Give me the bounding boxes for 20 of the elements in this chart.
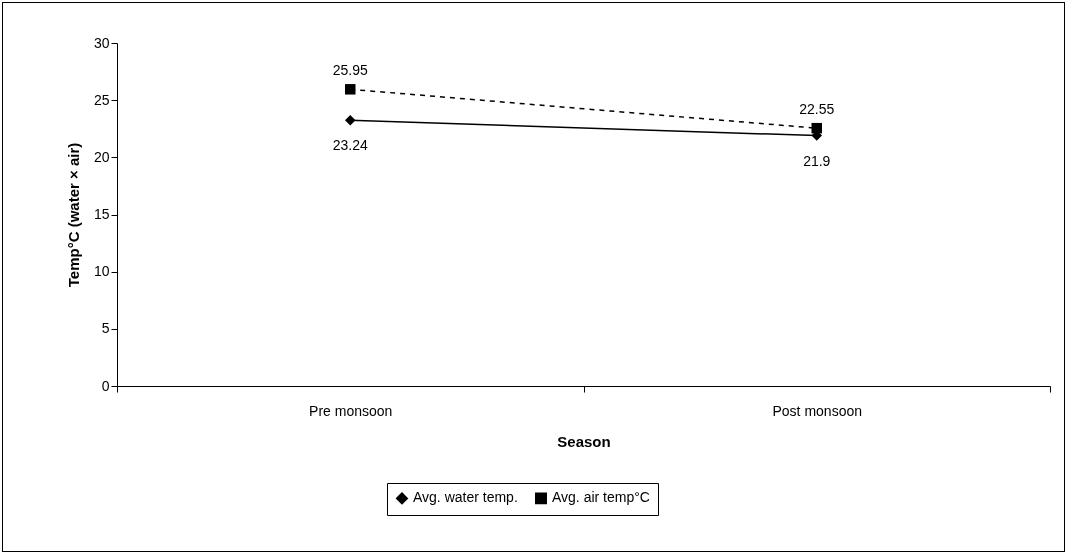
legend-label: Avg. water temp. bbox=[413, 489, 518, 506]
y-tick-label: 20 bbox=[93, 148, 110, 165]
point bbox=[345, 84, 356, 95]
y-tick-label: 15 bbox=[93, 206, 110, 222]
x-axis-title: Season bbox=[557, 432, 611, 450]
y-tick-label: 25 bbox=[93, 91, 110, 108]
x-tick-label: Pre monsoon bbox=[309, 402, 393, 419]
point bbox=[811, 122, 822, 134]
y-tick-label: 5 bbox=[101, 320, 110, 337]
y-tick-label: 10 bbox=[93, 263, 110, 280]
y-tick-label: 0 bbox=[101, 377, 110, 394]
legend-label: Avg. air temp°C bbox=[552, 489, 650, 506]
point bbox=[345, 115, 356, 126]
data-label: 22.55 bbox=[799, 101, 835, 118]
y-tick-label: 30 bbox=[93, 34, 110, 51]
data-label: 21.9 bbox=[803, 152, 831, 169]
data-label: 25.95 bbox=[332, 62, 368, 79]
x-tick-label: Post monsoon bbox=[772, 402, 862, 419]
data-label: 23.24 bbox=[332, 137, 368, 154]
y-axis-title: Temp°C (water × air) bbox=[64, 142, 82, 288]
